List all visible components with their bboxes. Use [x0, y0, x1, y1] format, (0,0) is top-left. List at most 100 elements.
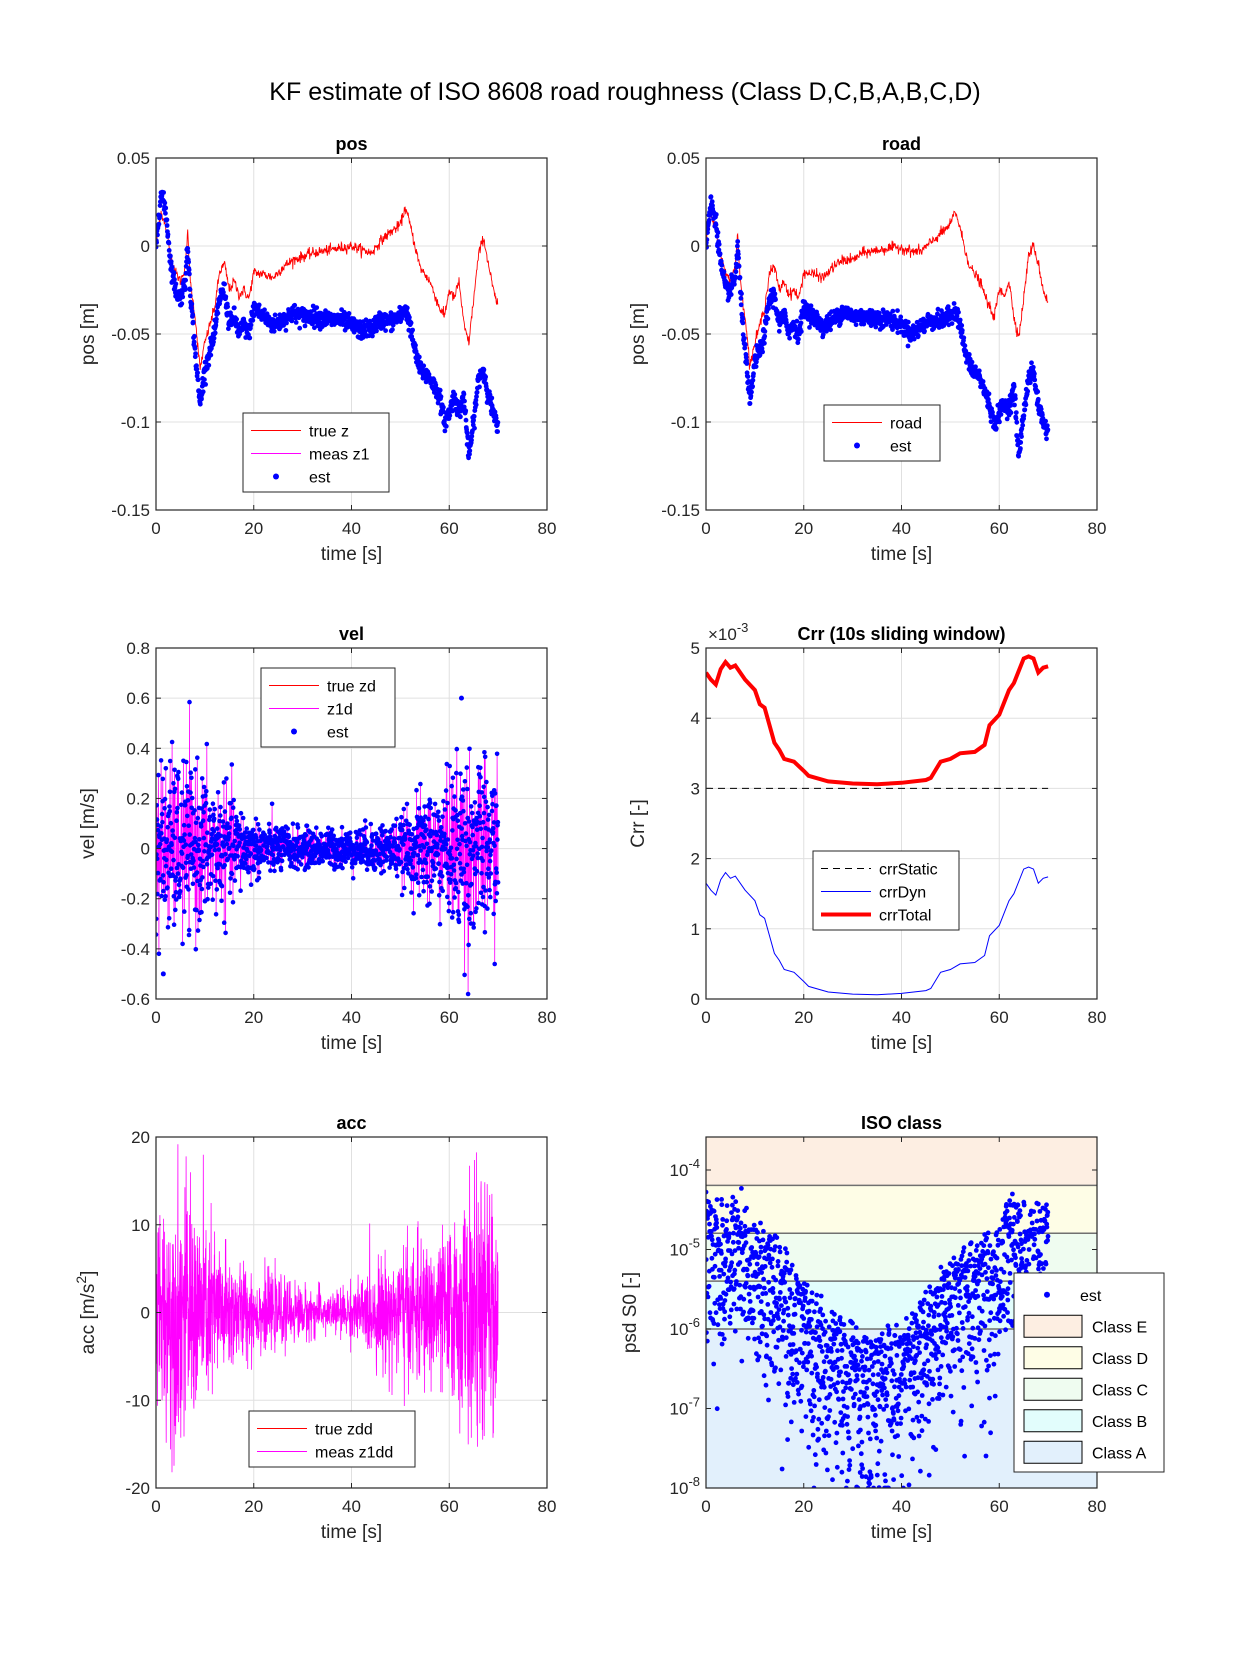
est-point: [464, 880, 469, 886]
est-point: [393, 866, 399, 872]
est-point: [253, 302, 258, 308]
est-point: [1008, 410, 1014, 416]
est-point: [760, 1237, 766, 1243]
est-point: [827, 1408, 833, 1413]
est-point: [856, 1397, 862, 1402]
x-axis-label: time [s]: [871, 1033, 932, 1054]
est-point: [192, 333, 197, 339]
est-point: [450, 775, 456, 781]
est-point: [201, 835, 207, 841]
est-point: [837, 1315, 843, 1320]
est-point: [366, 856, 371, 861]
est-point: [380, 823, 385, 828]
est-point: [319, 834, 325, 839]
est-point: [480, 819, 486, 825]
est-point: [732, 1328, 738, 1334]
est-point: [806, 1444, 812, 1450]
est-point: [450, 828, 455, 833]
est-point: [449, 915, 455, 920]
est-point: [156, 817, 160, 822]
est-point: [853, 1325, 859, 1330]
est-point: [759, 1270, 764, 1275]
est-point: [771, 1313, 777, 1319]
est-point: [719, 1197, 724, 1202]
est-point: [868, 1474, 874, 1480]
est-point: [168, 259, 174, 264]
est-point: [246, 869, 251, 875]
est-point: [475, 851, 480, 856]
est-point: [803, 1414, 809, 1419]
est-point: [846, 1467, 852, 1472]
est-point: [295, 867, 301, 872]
est-point: [844, 1364, 850, 1369]
est-point: [872, 1393, 878, 1398]
est-point: [901, 1364, 907, 1369]
est-point: [473, 402, 479, 408]
tick-label: 0.2: [126, 789, 150, 808]
est-point: [443, 788, 449, 793]
est-point: [207, 807, 213, 812]
est-point: [490, 826, 496, 831]
est-point: [898, 1415, 904, 1421]
est-point: [758, 1249, 764, 1255]
est-point: [1019, 434, 1024, 439]
est-point: [458, 414, 463, 420]
est-point: [911, 336, 917, 342]
est-point: [191, 339, 197, 345]
est-point: [437, 879, 442, 885]
legend-label: crrStatic: [879, 862, 938, 879]
est-point: [193, 947, 199, 952]
tick-label: -20: [125, 1479, 150, 1498]
est-point: [423, 860, 429, 866]
est-point: [785, 1394, 791, 1399]
est-point: [466, 819, 472, 824]
est-point: [293, 320, 299, 325]
est-point: [292, 302, 298, 308]
est-point: [998, 412, 1004, 417]
est-point: [1020, 422, 1026, 428]
est-point: [304, 823, 310, 829]
est-point: [175, 805, 180, 811]
est-point: [390, 322, 396, 328]
est-point: [206, 362, 212, 368]
est-point: [403, 831, 408, 837]
est-point: [459, 826, 465, 831]
est-point: [195, 928, 201, 933]
est-point: [464, 765, 470, 770]
est-point: [269, 801, 275, 807]
est-point: [755, 1271, 761, 1277]
est-point: [413, 342, 418, 348]
est-point: [448, 872, 454, 877]
est-point: [492, 843, 497, 849]
est-point: [418, 360, 424, 366]
est-point: [347, 836, 353, 841]
est-point: [185, 798, 191, 803]
est-point: [832, 1311, 837, 1317]
est-point: [462, 779, 468, 784]
axes-title: vel: [339, 624, 364, 644]
tick-label: -0.1: [671, 413, 700, 432]
x-axis-label: time [s]: [321, 1522, 382, 1543]
est-point: [159, 831, 164, 836]
est-point: [208, 352, 214, 358]
est-point: [167, 804, 172, 809]
est-point: [392, 823, 398, 828]
est-point: [206, 885, 211, 890]
est-point: [489, 848, 494, 853]
est-point: [738, 1306, 743, 1312]
est-point: [480, 858, 486, 863]
est-point: [743, 1280, 749, 1286]
est-point: [959, 328, 965, 333]
est-point: [820, 332, 826, 337]
est-point: [211, 816, 217, 822]
est-point: [167, 789, 173, 795]
est-point: [742, 345, 748, 351]
est-peak-max: [458, 695, 464, 701]
est-point: [256, 869, 262, 875]
est-point: [1022, 407, 1028, 413]
est-point: [828, 327, 833, 333]
est-point: [392, 840, 398, 845]
est-point: [712, 1274, 717, 1280]
est-point: [195, 377, 201, 383]
est-point: [794, 318, 800, 324]
